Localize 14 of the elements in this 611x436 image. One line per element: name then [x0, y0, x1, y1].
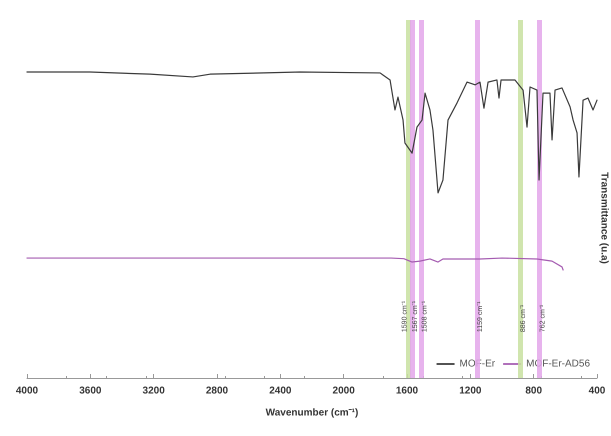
x-tick-label: 1200: [459, 386, 482, 396]
x-tick-label: 3600: [79, 386, 102, 396]
x-tick-label: 4000: [16, 386, 39, 396]
x-axis-title: Wavenumber (cm⁻¹): [266, 408, 358, 418]
x-tick-label: 2400: [269, 386, 292, 396]
x-tick-label: 2800: [206, 386, 229, 396]
x-tick-label: 800: [525, 386, 542, 396]
x-tick-label: 1600: [396, 386, 419, 396]
x-tick-label: 400: [588, 386, 606, 396]
x-tick-label: 3200: [142, 386, 166, 396]
legend-label: MOF-Er: [460, 358, 496, 370]
y-axis-title: Transmittance (u.a): [598, 172, 610, 264]
x-tick-label: 2000: [332, 386, 356, 396]
legend-label: MOF-Er-AD56: [526, 358, 590, 370]
